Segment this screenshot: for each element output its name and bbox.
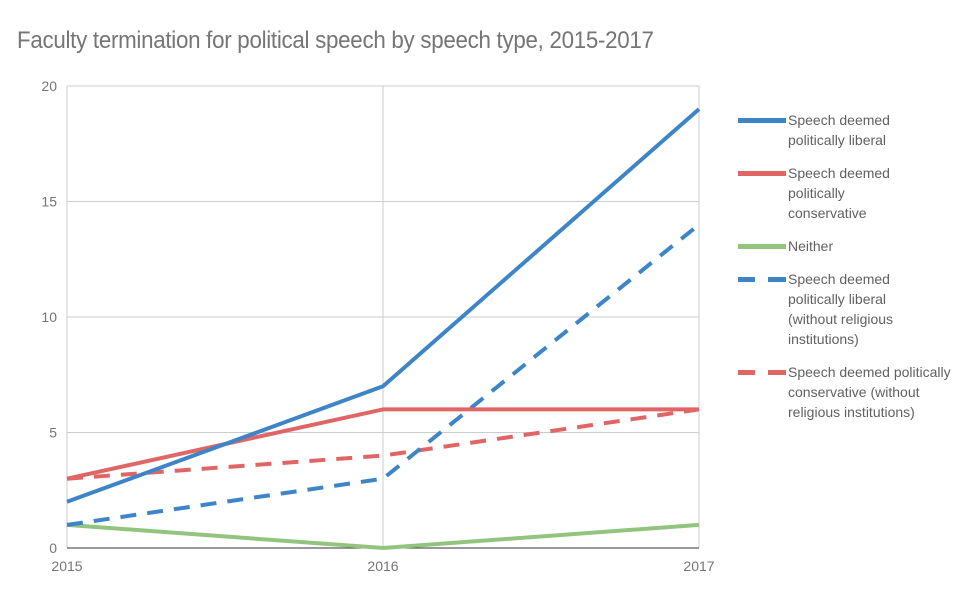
- legend-item: Neither: [728, 236, 968, 256]
- legend-label: Speech deemed politically conservative (…: [788, 364, 951, 420]
- legend-item: Speech deemed politically conservative: [728, 163, 968, 223]
- y-tick-label: 0: [49, 540, 57, 556]
- y-tick-label: 10: [41, 309, 57, 325]
- y-tick-label: 5: [49, 425, 57, 441]
- legend-swatch: [738, 277, 786, 282]
- legend-label: Speech deemed politically conservative: [788, 165, 890, 221]
- chart-title: Faculty termination for political speech…: [17, 27, 654, 54]
- legend-label: Speech deemed politically liberal (witho…: [788, 271, 894, 347]
- legend-item: Speech deemed politically liberal: [728, 110, 968, 150]
- legend-item: Speech deemed politically liberal (witho…: [728, 269, 968, 349]
- legend-swatch: [738, 118, 786, 123]
- legend-swatch: [738, 370, 786, 375]
- legend-label: Neither: [788, 238, 834, 254]
- y-tick-label: 20: [41, 78, 57, 94]
- y-tick-label: 15: [41, 194, 57, 210]
- legend-label: Speech deemed politically liberal: [788, 112, 890, 148]
- legend-swatch: [738, 244, 786, 249]
- legend-swatch: [738, 171, 786, 176]
- legend-item: Speech deemed politically conservative (…: [728, 362, 968, 422]
- x-tick-label: 2015: [51, 558, 82, 574]
- x-tick-label: 2017: [683, 558, 714, 574]
- x-tick-label: 2016: [367, 558, 398, 574]
- legend: Speech deemed politically liberal Speech …: [728, 110, 968, 435]
